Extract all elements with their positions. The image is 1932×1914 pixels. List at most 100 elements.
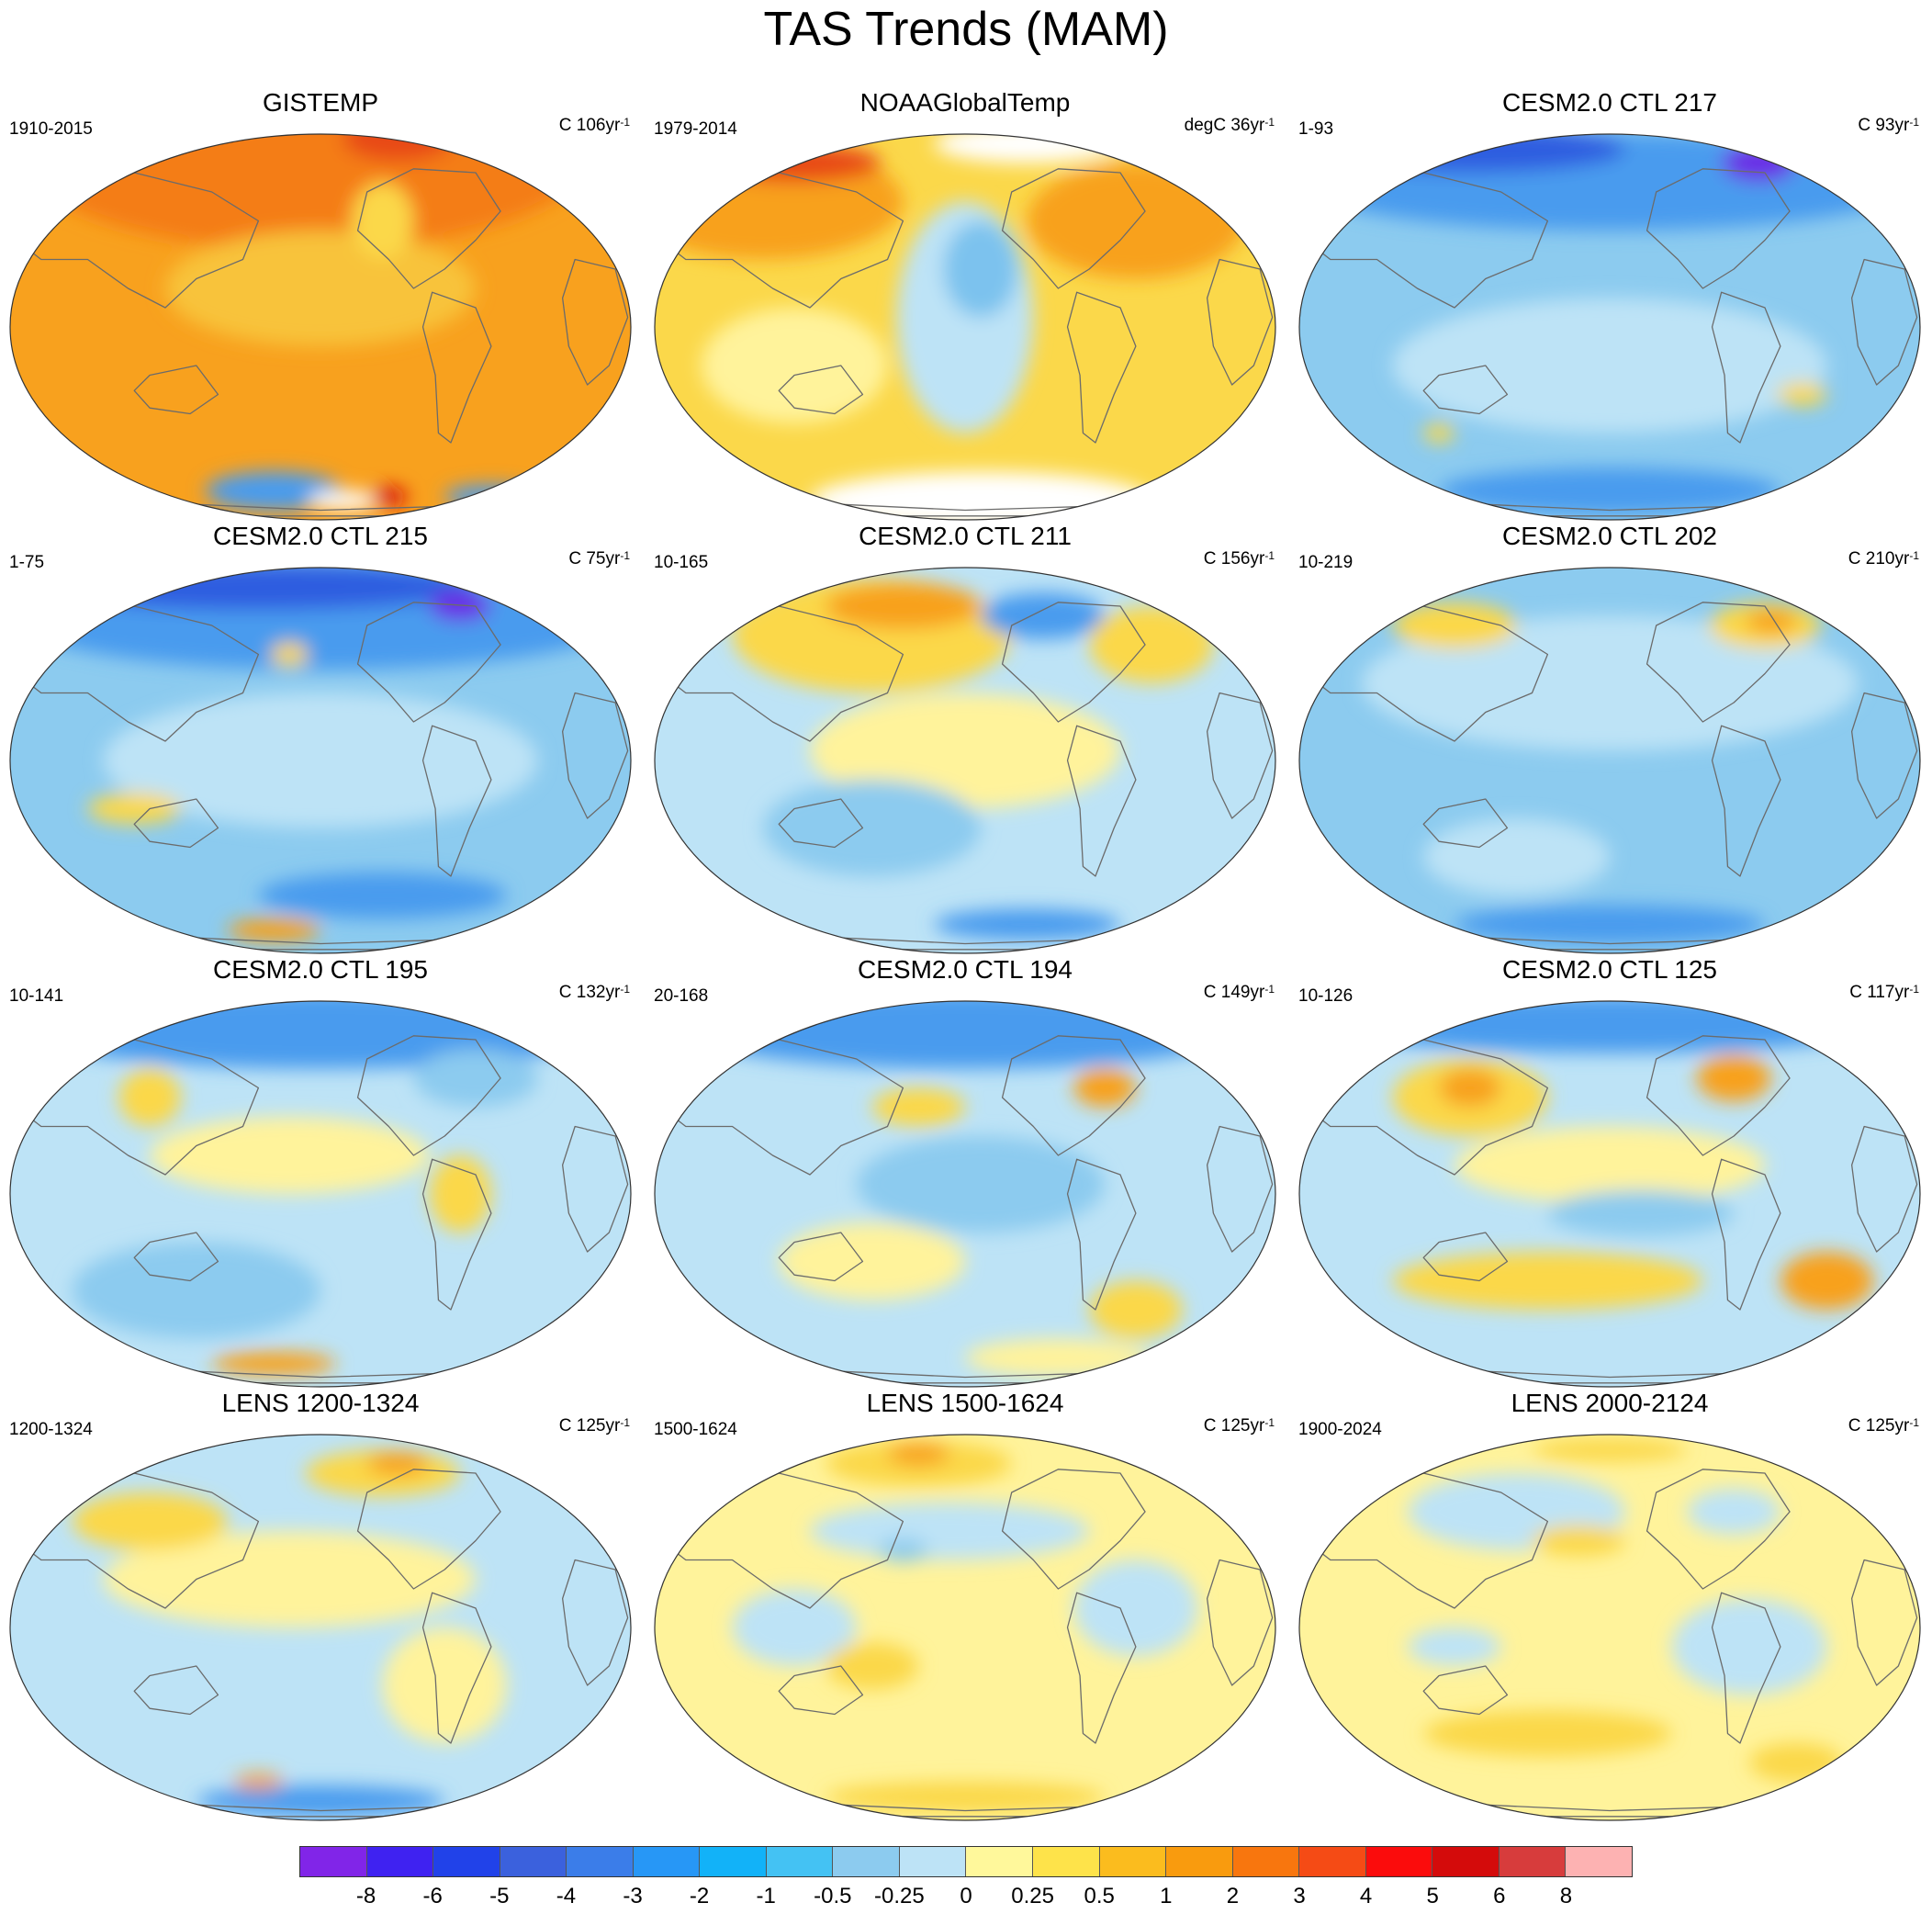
coastline: [356, 1035, 501, 1156]
panel-title: CESM2.0 CTL 202: [1502, 522, 1717, 550]
panel-period: 10-141: [9, 986, 64, 1006]
anomaly-region: [1696, 1054, 1771, 1102]
panel-units-text: C 125yr: [558, 1416, 621, 1436]
anomaly-region: [150, 1117, 430, 1194]
panel-title: CESM2.0 CTL 195: [213, 955, 428, 984]
anomaly-region: [270, 642, 309, 667]
coastline: [421, 291, 492, 444]
anomaly-region: [366, 1451, 430, 1476]
colorbar-label: 5: [1426, 1884, 1439, 1908]
colorbar-box: [300, 1847, 367, 1876]
coastline: [1001, 1469, 1146, 1590]
anomaly-region: [413, 1049, 538, 1108]
coastline: [561, 692, 629, 819]
anomaly-region: [825, 582, 981, 630]
anomaly-region: [1455, 1126, 1765, 1204]
panel-units: C 75yr-1: [568, 549, 630, 569]
colorbar-box: [633, 1847, 701, 1876]
coastline: [1850, 692, 1918, 819]
robinson-map: [9, 1000, 632, 1388]
anomaly-region: [980, 592, 1106, 639]
anomaly-region: [732, 1589, 857, 1666]
anomaly-region: [370, 487, 408, 507]
robinson-map: [654, 133, 1276, 521]
coastline: [1711, 291, 1781, 444]
coastline: [1646, 602, 1791, 723]
map-border: [654, 567, 1276, 954]
colorbar-box: [1499, 1847, 1567, 1876]
anomaly-region: [1777, 382, 1827, 407]
coastline: [1850, 258, 1918, 386]
panel-units: C 125yr-1: [1848, 1416, 1919, 1436]
robinson-map: [9, 133, 632, 521]
colorbar-box: [1033, 1847, 1100, 1876]
panel-units-exponent: -1: [620, 549, 630, 562]
anomaly-region: [779, 1222, 965, 1300]
colorbar-label: -8: [355, 1884, 376, 1908]
panel-period: 1900-2024: [1298, 1420, 1382, 1439]
coastline: [1850, 1559, 1918, 1686]
anomaly-region: [1423, 1710, 1672, 1757]
panel-units-exponent: -1: [620, 1416, 630, 1429]
panel-period: 1910-2015: [9, 119, 93, 139]
panel-period: 1500-1624: [654, 1420, 737, 1439]
colorbar-box: [1099, 1847, 1167, 1876]
map-border: [9, 1000, 632, 1388]
temperature-field: [655, 1001, 1275, 1387]
anomaly-region: [1089, 1280, 1183, 1339]
temperature-field: [1299, 1001, 1920, 1387]
map-panel: LENS 1500-1624 1500-1624 C 125yr-1: [645, 1389, 1286, 1826]
coastline: [1711, 1592, 1781, 1744]
anomaly-region: [40, 568, 476, 611]
panel-units-text: C 156yr: [1203, 549, 1265, 569]
coastline: [421, 1592, 492, 1744]
colorbar-label: -5: [489, 1884, 510, 1908]
map-panel: LENS 2000-2124 1900-2024 C 125yr-1: [1289, 1389, 1930, 1826]
colorbar-box: [433, 1847, 500, 1876]
colorbar-label: -6: [422, 1884, 443, 1908]
colorbar-label: -0.25: [874, 1884, 925, 1908]
anomaly-region: [810, 692, 1120, 809]
coastline: [1850, 1125, 1918, 1253]
anomaly-region: [1671, 1598, 1827, 1695]
anomaly-region: [1749, 1743, 1843, 1782]
colorbar: -8 -6 -5 -4 -3 -2 -1 -0.5 -0.25 0 0.25 0.5 1 2 3 4 5 6 8: [299, 1846, 1633, 1910]
figure-title: TAS Trends (MAM): [763, 3, 1169, 56]
coastline: [1711, 1158, 1781, 1311]
map-border: [9, 133, 632, 521]
anomaly-region: [965, 1338, 1151, 1378]
anomaly-region: [227, 918, 320, 942]
panel-units-text: C 106yr: [558, 116, 621, 135]
colorbar-label: -2: [689, 1884, 710, 1908]
panel-period: 10-165: [654, 553, 709, 572]
map-panel: CESM2.0 CTL 211 10-165 C 156yr-1: [645, 522, 1286, 959]
anomaly-region: [196, 1785, 445, 1817]
colorbar-box: [500, 1847, 567, 1876]
coastline: [1206, 1125, 1274, 1253]
colorbar-label: 0.25: [1011, 1884, 1054, 1908]
colorbar-box: [700, 1847, 767, 1876]
panel-units-exponent: -1: [1909, 1416, 1919, 1429]
colorbar-box: [1299, 1847, 1366, 1876]
map-panel: CESM2.0 CTL 194 20-168 C 149yr-1: [645, 955, 1286, 1392]
anomaly-region: [934, 908, 1120, 940]
anomaly-region: [1532, 1438, 1688, 1462]
anomaly-region: [1439, 467, 1780, 514]
robinson-map: [9, 1434, 632, 1821]
panel-units-exponent: -1: [1264, 549, 1275, 562]
anomaly-region: [871, 1087, 965, 1127]
anomaly-region: [810, 1502, 1090, 1560]
panel-units-text: C 93yr: [1858, 116, 1910, 135]
anomaly-region: [72, 1242, 320, 1339]
coastline: [778, 1665, 864, 1716]
panel-units-text: C 210yr: [1848, 549, 1910, 569]
temperature-field: [10, 134, 631, 520]
anomaly-region: [701, 308, 888, 423]
panel-title: GISTEMP: [262, 88, 378, 117]
panel-units: C 106yr-1: [559, 116, 630, 136]
anomaly-region: [856, 1136, 1106, 1233]
anomaly-region: [1687, 1488, 1780, 1536]
coastline: [356, 168, 501, 289]
anomaly-region: [1027, 163, 1245, 279]
anomaly-region: [118, 1068, 181, 1127]
